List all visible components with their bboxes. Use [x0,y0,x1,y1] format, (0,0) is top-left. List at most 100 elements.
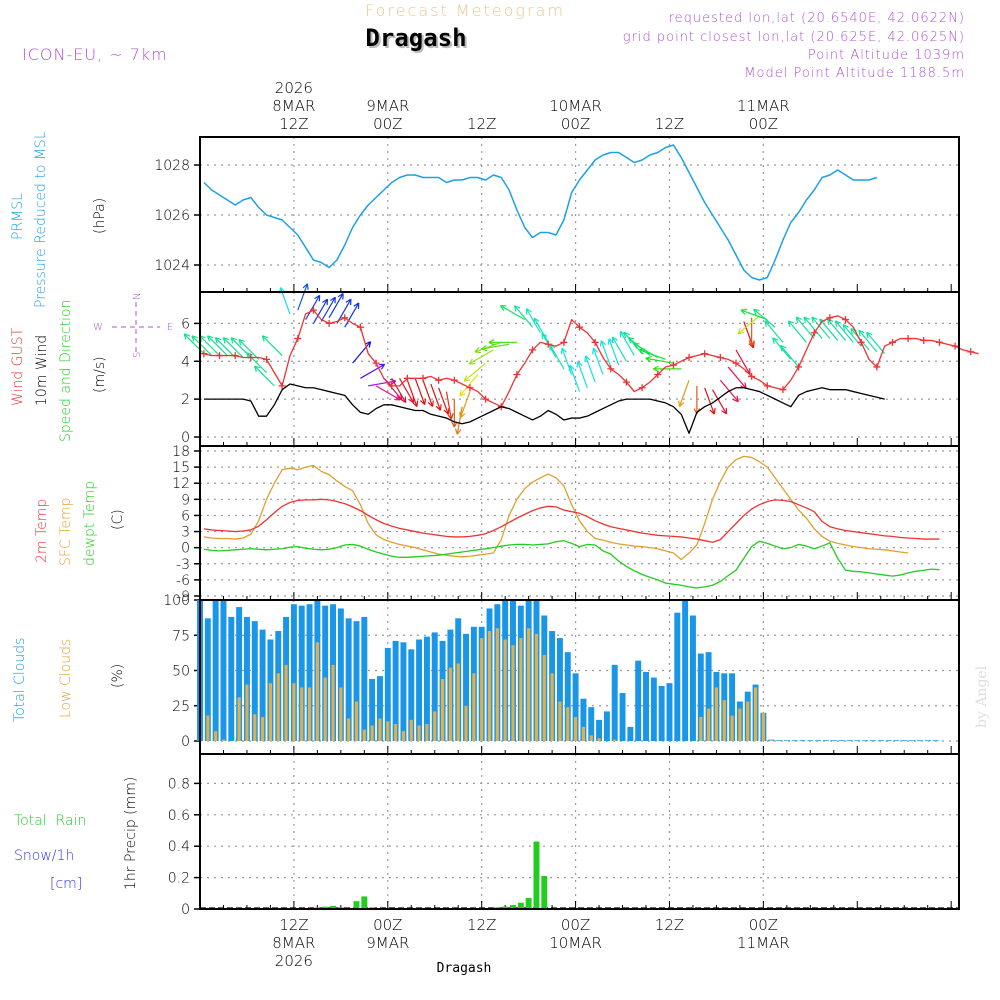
wind-arrow-head [302,283,309,290]
total-cloud-bar [431,632,438,741]
wind-direction-arrow [207,335,228,357]
label-percent: (%) [110,664,126,688]
gust-marker [216,352,224,360]
top-time-label: 12Z [655,115,684,133]
wind-arrow-head [222,337,230,344]
low-cloud-bar [401,731,406,741]
gust-marker [810,329,818,337]
total-cloud-bar [306,604,313,741]
gust-marker [748,372,756,380]
gust-marker [466,384,474,392]
total-cloud-bar [916,740,923,742]
y-tick-label: 3 [181,525,190,541]
wind-arrow-head [427,400,434,407]
cloud-panel-frame [199,599,960,755]
gust-marker [591,338,599,346]
total-cloud-bar [322,605,329,741]
y-tick-label: 6 [181,508,190,524]
wind-direction-arrow [514,305,534,328]
low-cloud-bar [268,683,272,741]
wind-arrow-head [748,340,755,346]
wind-direction-arrow [445,391,452,420]
low-cloud-bar [613,739,617,741]
wind-arrow-head [525,308,532,315]
top-time-label: 12Z [279,115,308,133]
rain-bar [330,905,336,909]
wind-arrow-head [568,364,575,372]
total-cloud-bar [556,638,563,741]
total-cloud-bar [259,629,266,741]
y-tick-label: 9 [181,492,190,508]
gust-marker [356,323,364,331]
label-prmsl: PRMSL [10,193,26,240]
wind-direction-arrow [678,379,690,407]
low-cloud-bar [699,717,703,741]
low-cloud-bar [354,701,359,741]
wind-arrow-head [214,337,222,344]
grid-point-coords: grid point closest lon,lat (20.625E, 42.… [623,30,965,45]
wind-arrow-head [866,331,873,339]
total-cloud-bar [893,740,900,742]
low-cloud-bar [503,639,507,741]
y-tick-label: 0.6 [168,808,190,824]
y-tick-label: 12 [172,476,190,492]
wind-arrow-head [803,316,810,324]
wind-direction-arrow [459,391,471,419]
total-cloud-bar [776,740,783,742]
wind-arrow-head [780,344,787,352]
wind-arrow-head [627,337,635,344]
total-cloud-bar [251,621,258,741]
y-tick-label: 18 [172,444,190,460]
dewpoint-line [203,540,940,589]
compass-w: W [93,322,103,333]
top-time-label: 10MAR [549,97,602,115]
bottom-time-label: 00Z [561,916,590,934]
total-cloud-bar [924,740,931,742]
label-total-rain: Total Rain [14,813,86,829]
wind-arrow-head [435,404,442,411]
gust-marker [888,338,896,346]
label-pressure-msl: Pressure Reduced to MSL [33,131,49,308]
y-tick-label: 1028 [154,158,190,174]
total-cloud-bar [627,726,634,741]
low-cloud-bar [300,687,304,741]
wind-direction-arrow [780,345,800,368]
bottom-time-label: 00Z [373,916,402,934]
total-cloud-bar [423,636,430,741]
label-cm: [cm] [50,876,82,892]
wind-direction-arrow [858,329,878,353]
total-cloud-bar [243,616,250,741]
total-cloud-bar [619,693,626,741]
wind-arrow-head [541,332,548,340]
gust-marker [638,384,646,392]
wind-direction-arrow [712,389,728,415]
total-cloud-bar [236,607,243,741]
label-sfc-temp: SFC Temp [58,498,74,566]
gust-marker [685,353,693,361]
low-cloud-bar [722,700,726,741]
gust-marker [935,338,943,346]
total-cloud-bar [353,621,360,741]
wind-arrow-head [337,292,344,300]
wind-arrow-head [513,305,521,312]
low-cloud-bar [370,725,374,741]
wind-direction-arrow [819,318,839,341]
wind-arrow-head [721,407,728,415]
rain-bar [502,906,509,909]
top-time-label: 9MAR [366,97,409,115]
wind-direction-arrow [305,295,321,320]
wind-arrow-head [329,296,336,304]
rain-bar [541,876,548,909]
low-cloud-bar [456,663,460,741]
rain-bar [533,841,540,909]
label-wind-gust: Wind GUST [10,327,26,406]
total-cloud-bar [603,711,610,741]
wind-direction-arrow [611,336,627,362]
gust-marker [450,376,458,384]
wind-direction-arrow [391,378,407,403]
low-cloud-bar [284,664,288,741]
bottom-time-label: 10MAR [549,934,602,952]
sfc-temp-line [203,455,909,561]
gust-marker [732,359,740,367]
